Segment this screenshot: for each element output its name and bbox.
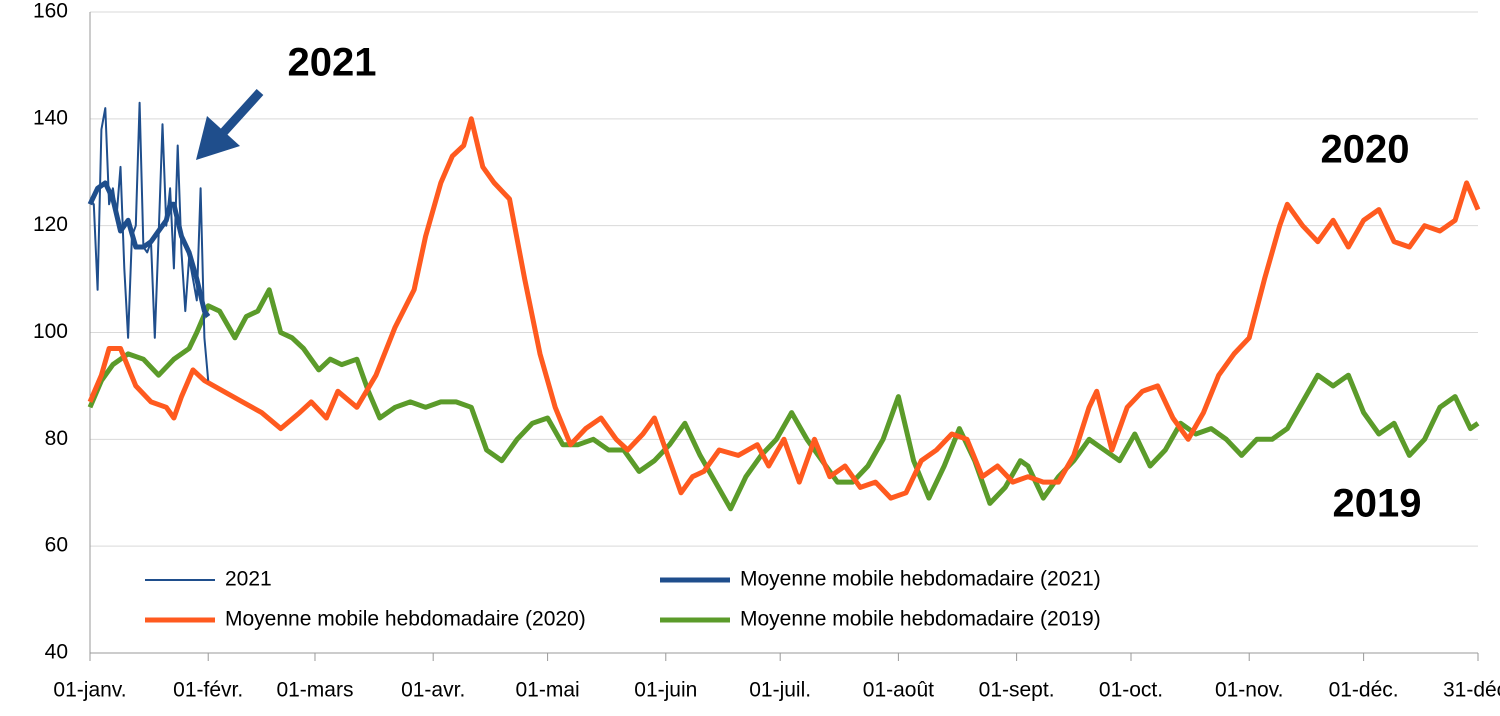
y-tick-label: 80 (45, 427, 68, 450)
series-line (87, 116, 1481, 501)
annotation-arrow (218, 88, 264, 138)
annotation-arrowhead (196, 116, 240, 160)
legend-label: Moyenne mobile hebdomadaire (2019) (740, 608, 1101, 631)
y-tick-label: 140 (33, 106, 68, 129)
x-tick-label: 01-févr. (173, 679, 243, 702)
annotation: 2019 (1333, 482, 1422, 526)
series-line (89, 101, 210, 381)
x-tick-label: 01-janv. (53, 679, 126, 702)
x-tick-label: 01-nov. (1215, 679, 1284, 702)
x-tick-label: 01-déc. (1329, 679, 1399, 702)
x-tick-label: 31-déc. (1443, 679, 1500, 702)
y-tick-label: 40 (45, 641, 68, 664)
legend-label: Moyenne mobile hebdomadaire (2021) (740, 568, 1101, 591)
legend-label: 2021 (225, 568, 272, 591)
x-tick-label: 01-avr. (401, 679, 465, 702)
y-tick-label: 120 (33, 213, 68, 236)
y-tick-label: 60 (45, 534, 68, 557)
x-tick-label: 01-sept. (979, 679, 1055, 702)
annotation: 2020 (1321, 128, 1410, 172)
x-tick-label: 01-oct. (1099, 679, 1163, 702)
y-tick-label: 100 (33, 320, 68, 343)
legend-label: Moyenne mobile hebdomadaire (2020) (225, 608, 586, 631)
series-line (87, 287, 1480, 512)
annotation: 2021 (288, 41, 377, 85)
x-tick-label: 01-mars (276, 679, 353, 702)
y-tick-label: 160 (33, 0, 68, 23)
x-tick-label: 01-août (863, 679, 934, 702)
x-tick-label: 01-juil. (749, 679, 811, 702)
x-tick-label: 01-mai (515, 679, 579, 702)
x-tick-label: 01-juin (634, 679, 697, 702)
